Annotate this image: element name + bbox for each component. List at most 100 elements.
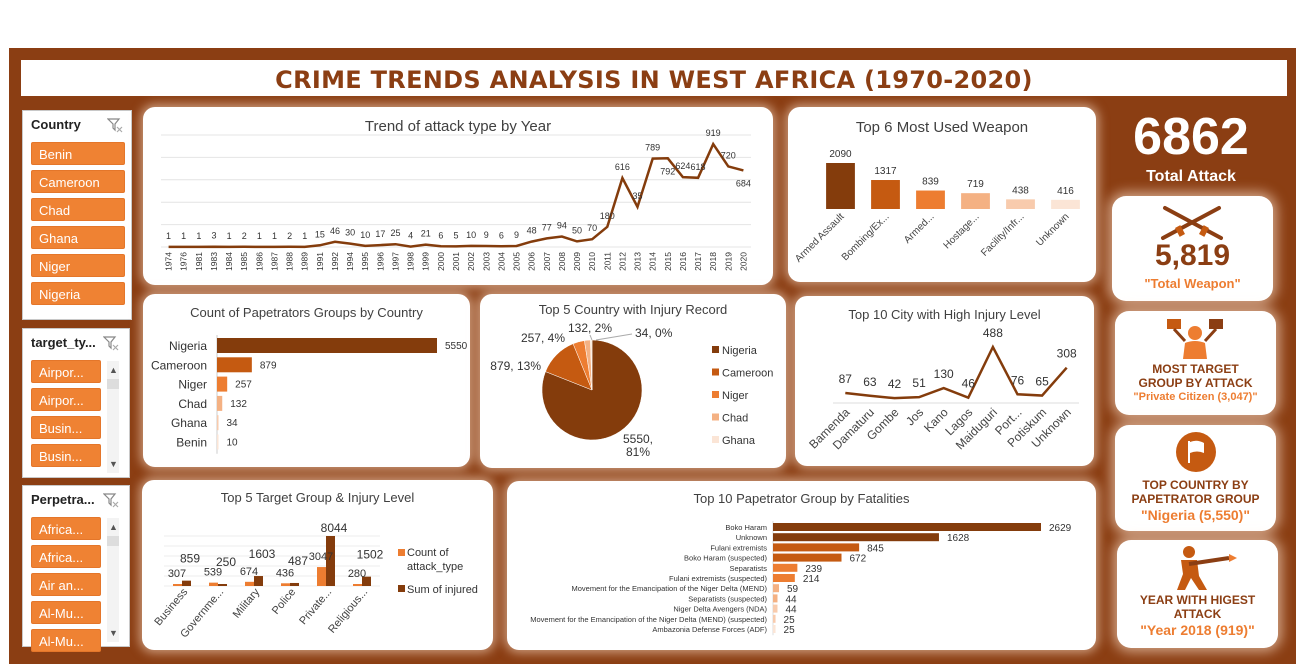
slicer-item[interactable]: Busin... [31,444,101,467]
scroll-thumb[interactable] [107,536,119,546]
target-group-label: MOST TARGET GROUP BY ATTACK [1138,362,1253,390]
x-tick-label: 2002 [466,252,476,271]
x-tick-label: 2014 [648,252,658,271]
top-year-label: YEAR WITH HIGEST ATTACK [1139,593,1256,621]
pie-card: Top 5 Country with Injury Record 5550, 81… [480,294,786,468]
slicer-item[interactable]: Benin [31,142,125,165]
bar-value-label: 416 [1057,186,1074,197]
x-tick-label: 1987 [269,252,279,271]
slicer-item[interactable]: Chad [31,198,125,221]
bar-value-label: 719 [967,179,984,190]
count-bar [173,584,182,586]
data-label: 684 [736,178,751,188]
slicer-item[interactable]: Al-Mu... [31,601,101,624]
injury-pie-chart: 5550,81% 879, 13% 257, 4%132, 2% 34, 0% Nige… [490,321,773,459]
x-tick-label: 2004 [496,252,506,271]
x-tick-label: 2019 [723,252,733,271]
slicer-item[interactable]: Airpor... [31,360,101,383]
injured-value-label: 1502 [357,548,384,562]
slice-label: 5550, [623,432,653,446]
y-tick-label: Fulani extremists (suspected) [669,574,767,583]
trend-card: Trend of attack type by Year 1 1974 1 1976 1… [143,107,773,285]
bar-value-label: 44 [785,605,797,616]
slicer-item[interactable]: Ghana [31,226,125,249]
data-label: 30 [345,228,355,238]
slicer-item[interactable]: Nigeria [31,282,125,305]
y-tick-label: Cameroon [151,358,207,372]
data-label: 2 [242,231,247,241]
bar-value-label: 214 [803,574,820,585]
data-label: 308 [1057,347,1077,361]
data-label: 15 [315,229,325,239]
data-label: 63 [863,375,877,389]
legend-swatch [712,346,719,353]
fatal-bar [773,584,780,593]
data-label: 70 [587,223,597,233]
data-label: 2 [287,231,292,241]
fatal-bar [773,523,1041,531]
legend-label: Chad [722,413,748,425]
groups-bar-chart: Nigeria 5550 Cameroon 879 Niger 257 Chad 132 Gha… [151,335,468,454]
data-label: 17 [375,229,385,239]
scroll-down-icon[interactable]: ▼ [109,628,118,638]
scroll-up-icon[interactable]: ▲ [109,522,118,532]
data-label: 919 [706,128,721,138]
x-tick-label: 1976 [179,252,189,271]
bar-value-label: 132 [230,399,247,410]
data-label: 42 [888,377,902,391]
clear-filter-icon[interactable] [103,335,119,351]
scroll-down-icon[interactable]: ▼ [109,459,118,469]
x-tick-label: 2005 [512,252,522,271]
legend-label: Cameroon [722,368,773,380]
data-label: 1 [272,231,277,241]
leader-line [595,333,633,341]
fatal-bar [773,574,795,582]
clear-filter-icon[interactable] [107,117,123,133]
total-weapon-kpi: 5,819 "Total Weapon" [1112,196,1273,301]
slicer-item[interactable]: Africa... [31,545,101,568]
perpetrator-slicer: Perpetra... ▲ ▼ Africa... Africa... Air an… [22,485,130,652]
x-tick-label: 2006 [527,252,537,271]
injured-bar [362,576,371,586]
slicer-item[interactable]: Africa... [31,517,101,540]
group-bar [217,434,219,450]
y-tick-label: Chad [178,397,207,411]
scroll-up-icon[interactable]: ▲ [109,365,118,375]
injured-bar [326,536,335,586]
clear-filter-icon[interactable] [103,492,119,508]
x-tick-label: 1996 [375,252,385,271]
slicer-item[interactable]: Busin... [31,416,101,439]
x-tick-label: 2012 [617,252,627,271]
data-label: 624 [675,161,690,171]
scroll-thumb[interactable] [107,379,119,389]
count-value-label: 539 [204,567,222,579]
data-label: 10 [360,230,370,240]
slicer-item[interactable]: Cameroon [31,170,125,193]
trend-chart-title: Trend of attack type by Year [364,118,552,135]
data-label: 5 [453,230,458,240]
y-tick-label: Boko Haram [725,523,767,532]
target-slicer-scrollbar[interactable]: ▲ ▼ [107,361,119,473]
top-country-kpi: TOP COUNTRY BY PAPETRATOR GROUP "Nigeria… [1115,425,1276,531]
target-group-kpi: MOST TARGET GROUP BY ATTACK "Private Cit… [1115,311,1276,415]
weapon-bar [961,193,990,209]
data-label: 46 [330,226,340,236]
crossed-rifles-icon [1161,206,1223,240]
data-label: 618 [691,162,706,172]
slicer-item[interactable]: Air an... [31,573,101,596]
x-tick-label: 2000 [436,252,446,271]
perpetrator-slicer-scrollbar[interactable]: ▲ ▼ [107,518,119,642]
trend-line [168,141,744,249]
slicer-item[interactable]: Al-Mu... [31,629,101,652]
bar-value-label: 845 [867,543,884,554]
injured-value-label: 1603 [249,547,276,561]
slicer-item[interactable]: Niger [31,254,125,277]
x-tick-label: 1989 [300,252,310,271]
injured-value-label: 487 [288,554,308,568]
slice-label: 81% [626,445,650,459]
target-chart-title: Top 5 Target Group & Injury Level [220,490,415,505]
flag-circle-icon [1176,432,1216,472]
slicer-item[interactable]: Airpor... [31,388,101,411]
injured-value-label: 250 [216,555,236,569]
legend-label: Niger [722,390,749,402]
